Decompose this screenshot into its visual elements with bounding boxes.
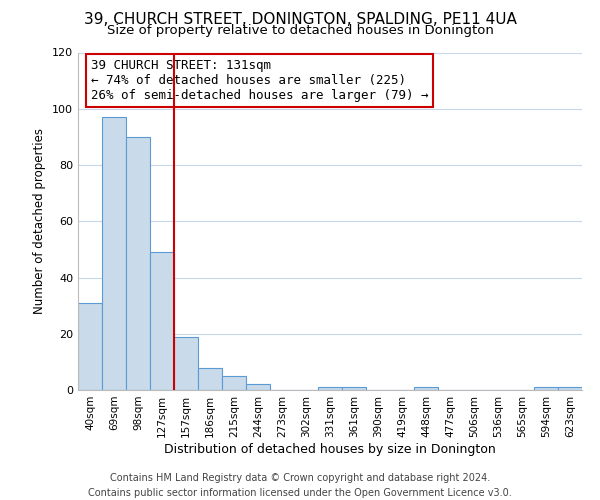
Bar xyxy=(534,387,558,390)
Bar xyxy=(222,376,246,390)
Text: 39, CHURCH STREET, DONINGTON, SPALDING, PE11 4UA: 39, CHURCH STREET, DONINGTON, SPALDING, … xyxy=(83,12,517,28)
X-axis label: Distribution of detached houses by size in Donington: Distribution of detached houses by size … xyxy=(164,442,496,456)
Bar xyxy=(342,387,366,390)
Bar xyxy=(78,303,102,390)
Text: Size of property relative to detached houses in Donington: Size of property relative to detached ho… xyxy=(107,24,493,37)
Bar xyxy=(318,387,342,390)
Bar xyxy=(558,387,582,390)
Bar xyxy=(246,384,270,390)
Bar xyxy=(198,368,222,390)
Bar xyxy=(150,252,174,390)
Bar xyxy=(102,117,126,390)
Bar xyxy=(126,137,150,390)
Text: Contains HM Land Registry data © Crown copyright and database right 2024.
Contai: Contains HM Land Registry data © Crown c… xyxy=(88,472,512,498)
Y-axis label: Number of detached properties: Number of detached properties xyxy=(34,128,46,314)
Bar xyxy=(414,387,438,390)
Text: 39 CHURCH STREET: 131sqm
← 74% of detached houses are smaller (225)
26% of semi-: 39 CHURCH STREET: 131sqm ← 74% of detach… xyxy=(91,59,428,102)
Bar xyxy=(174,336,198,390)
